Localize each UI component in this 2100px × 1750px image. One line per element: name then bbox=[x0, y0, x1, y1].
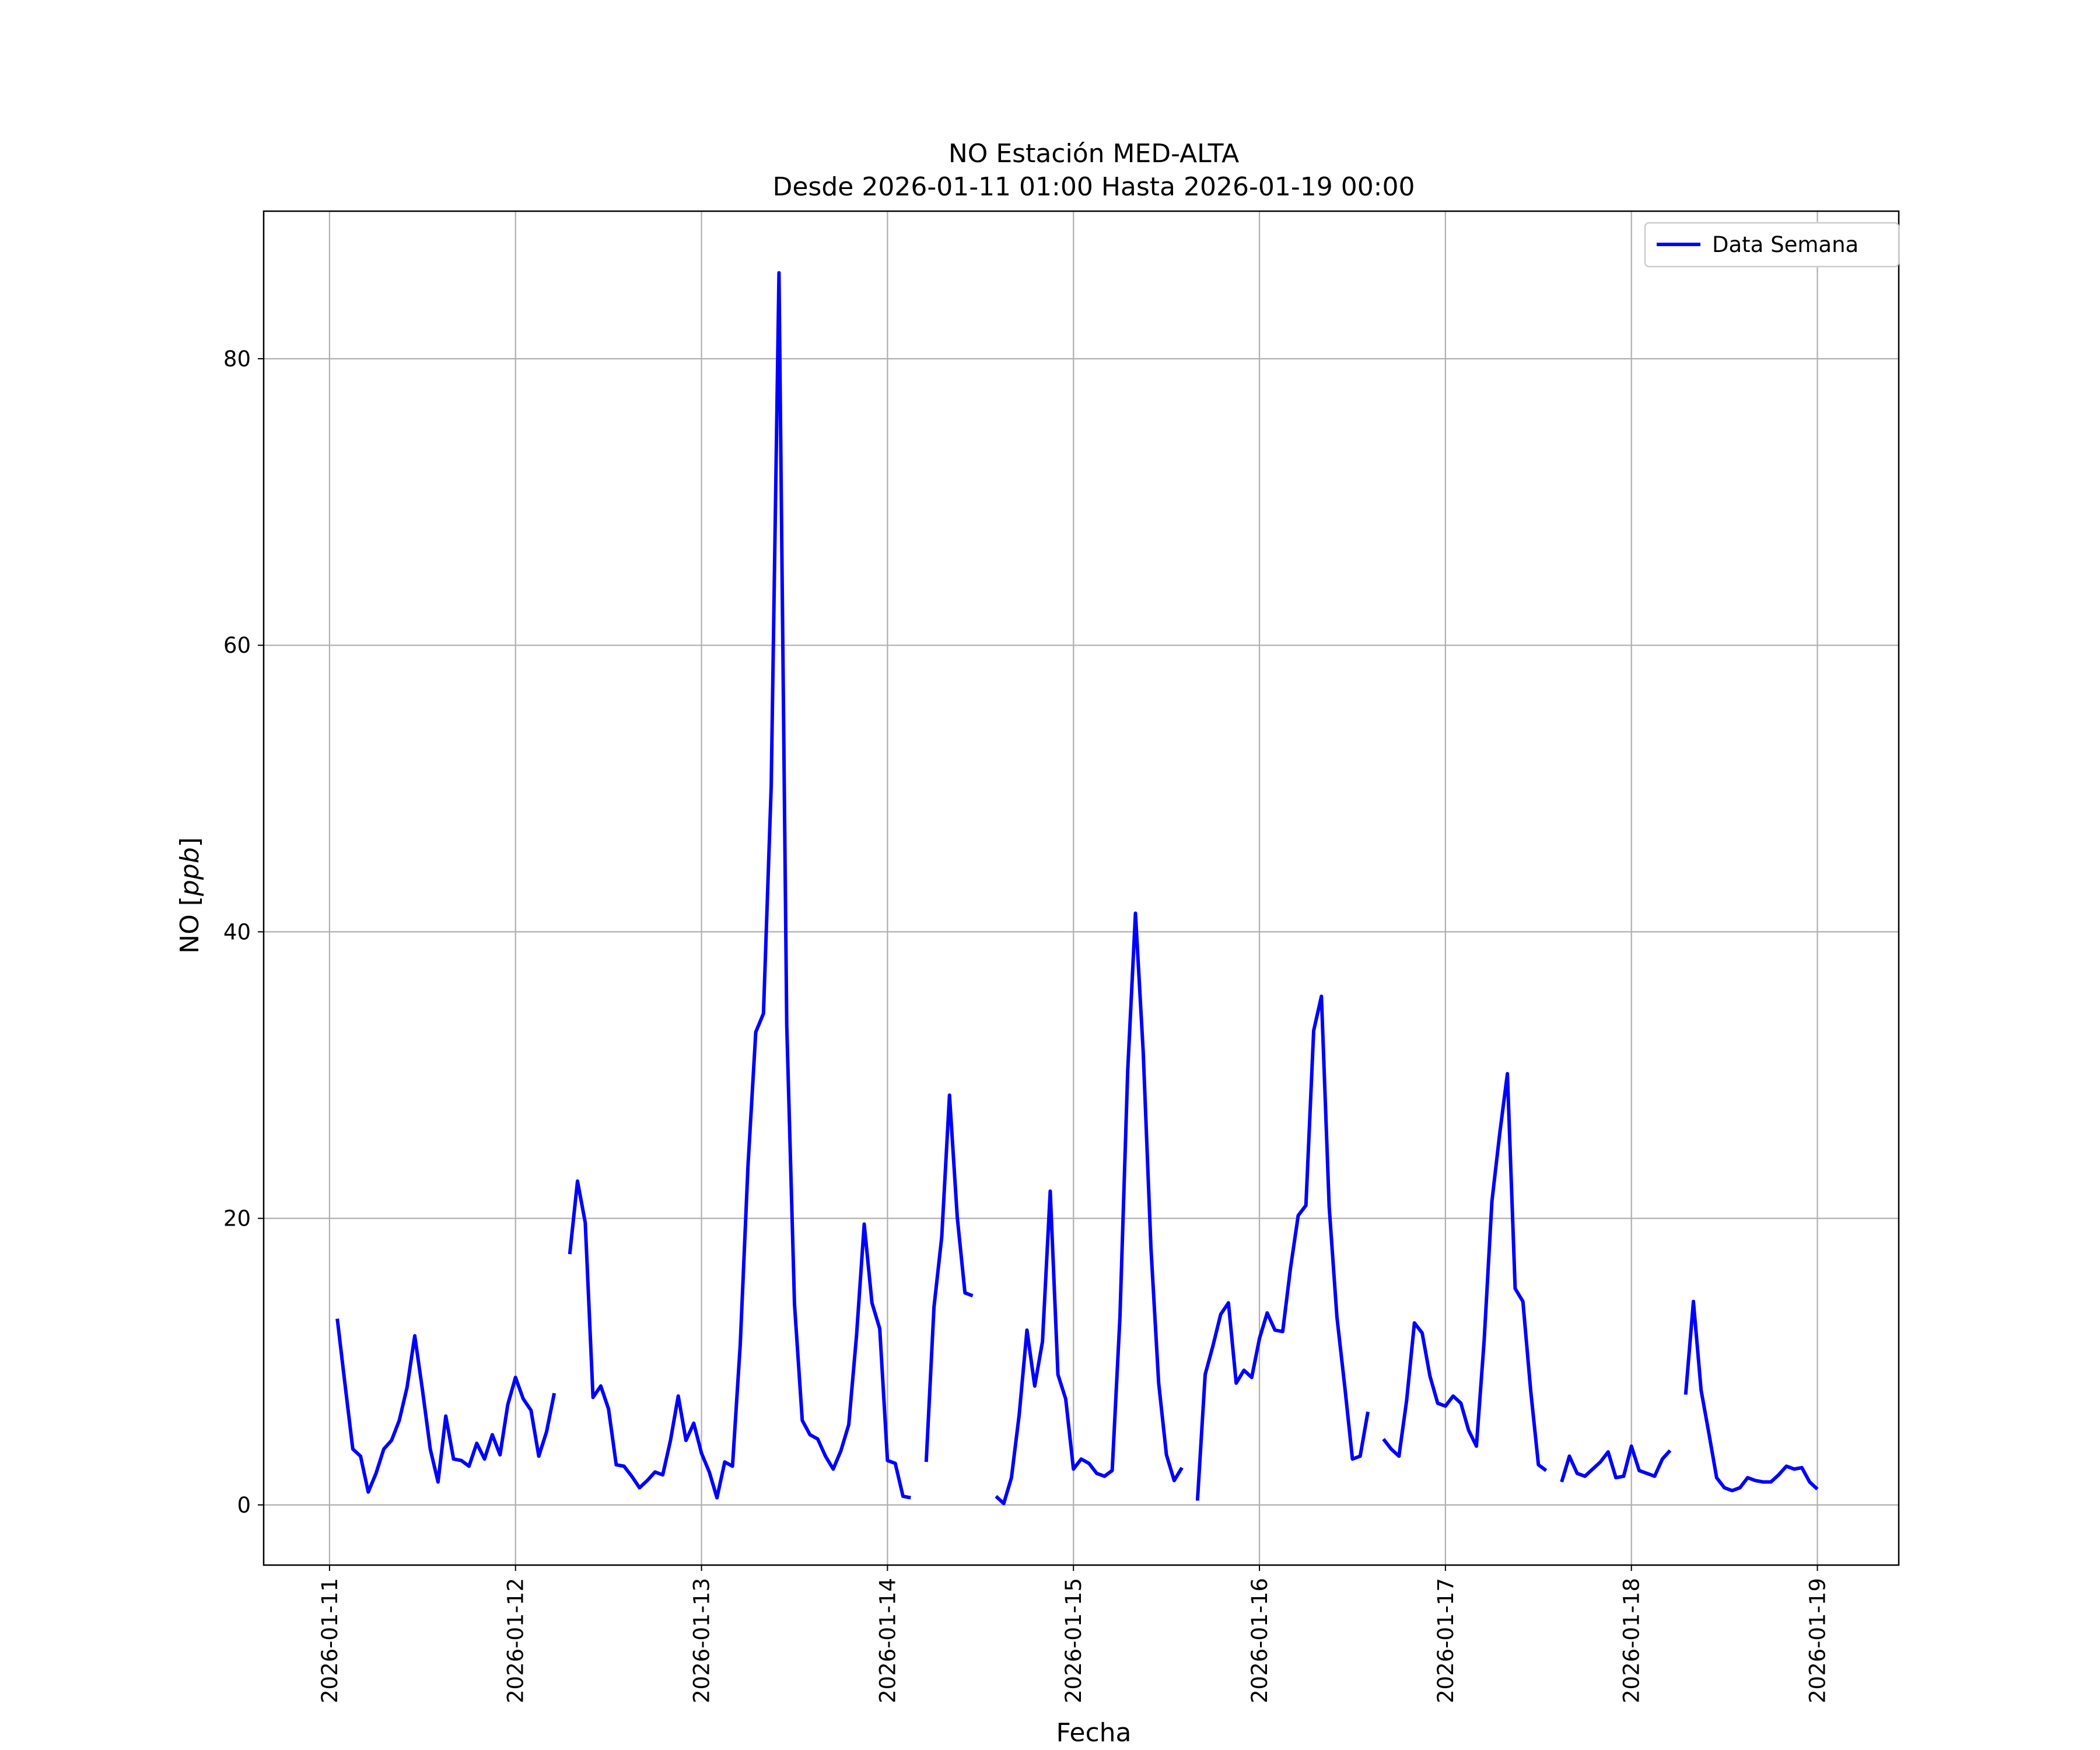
x-tick-label: 2026-01-12 bbox=[503, 1578, 528, 1703]
x-axis-label-visible: Fecha bbox=[1056, 1718, 1131, 1748]
x-tick-label: 2026-01-19 bbox=[1805, 1578, 1831, 1703]
y-tick-label: 20 bbox=[223, 1206, 251, 1231]
y-tick-label: 80 bbox=[223, 346, 251, 372]
y-axis-label: NO [ppb] bbox=[175, 837, 205, 954]
x-tick-label: 2026-01-17 bbox=[1433, 1578, 1458, 1703]
chart-subtitle: Desde 2026-01-11 01:00 Hasta 2026-01-19 … bbox=[772, 172, 1415, 202]
y-tick-label: 0 bbox=[237, 1493, 251, 1518]
x-tick-label: 2026-01-14 bbox=[875, 1578, 900, 1703]
legend-box bbox=[1644, 222, 1900, 268]
plot-frame bbox=[262, 210, 1900, 1566]
y-axis-label-unit: ppb bbox=[175, 847, 205, 897]
legend: Data Semana bbox=[1644, 222, 1900, 268]
y-axis-label-suffix: ] bbox=[175, 837, 205, 847]
y-axis-label-prefix: NO [ bbox=[175, 896, 205, 954]
data-lines bbox=[335, 271, 1819, 1506]
x-tick-label: 2026-01-15 bbox=[1061, 1578, 1086, 1703]
x-tick-label: 2026-01-16 bbox=[1247, 1578, 1272, 1703]
series-line-segment bbox=[1684, 1300, 1819, 1493]
x-tick-label: 2026-01-11 bbox=[317, 1578, 342, 1703]
y-tick-label: 40 bbox=[223, 919, 251, 944]
axes: 0 20 40 60 80 2026-01-11 2026-01-12 2026-01-13 2… bbox=[223, 210, 1900, 1703]
x-tick-label: 2026-01-18 bbox=[1619, 1578, 1644, 1703]
legend-label: Data Semana bbox=[1712, 232, 1859, 257]
chart-title: NO Estación MED-ALTA bbox=[949, 139, 1239, 169]
x-tick-label: 2026-01-13 bbox=[690, 1578, 715, 1703]
series-line-segment bbox=[1382, 1072, 1548, 1472]
y-tick-label: 60 bbox=[223, 633, 251, 658]
